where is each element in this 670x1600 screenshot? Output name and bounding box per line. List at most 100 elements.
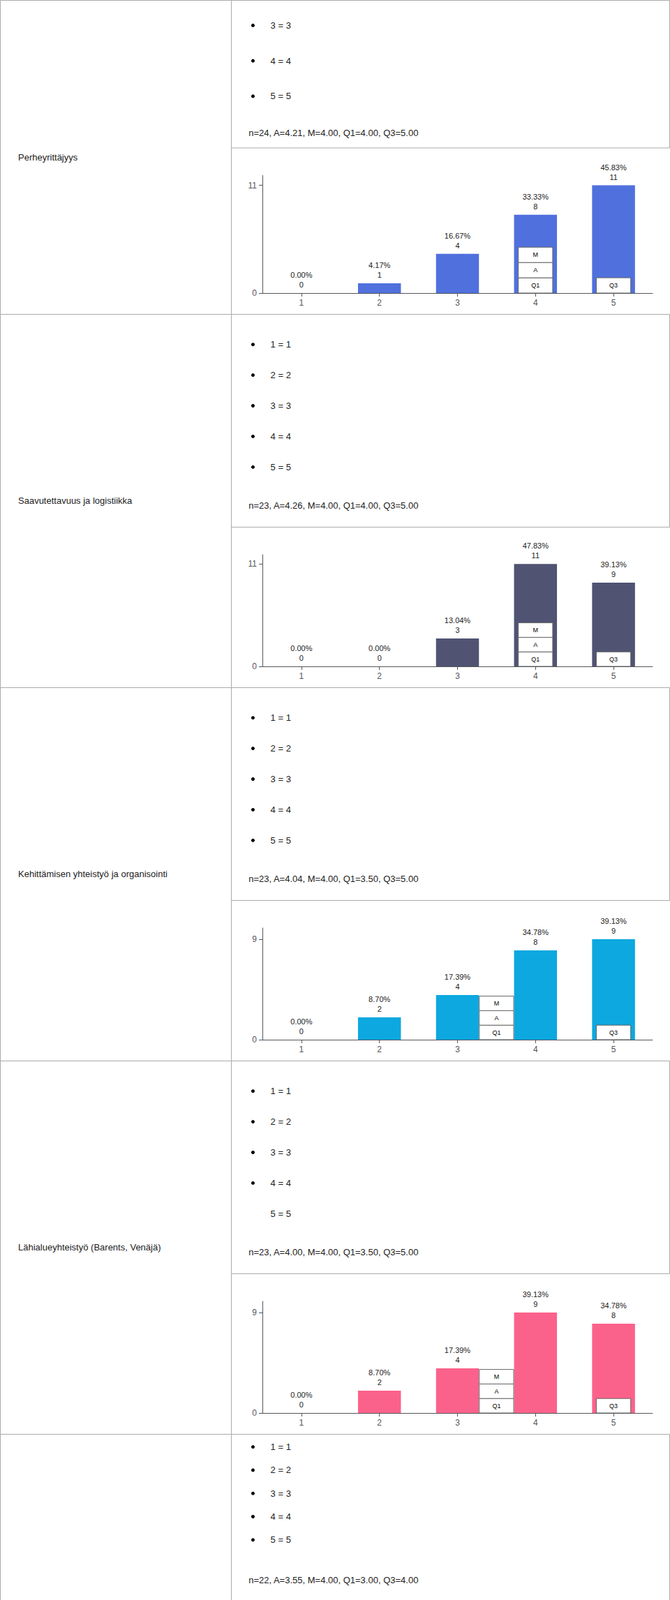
svg-text:3: 3 bbox=[455, 671, 460, 682]
svg-text:9: 9 bbox=[611, 926, 616, 936]
svg-text:13.04%: 13.04% bbox=[444, 616, 472, 625]
svg-text:3: 3 bbox=[455, 1044, 460, 1055]
svg-text:0: 0 bbox=[299, 280, 304, 289]
svg-text:0: 0 bbox=[299, 1400, 304, 1410]
svg-text:n=23, A=4.04, M=4.00, Q1=3.50,: n=23, A=4.04, M=4.00, Q1=3.50, Q3=5.00 bbox=[248, 873, 419, 885]
svg-text:0.00%: 0.00% bbox=[290, 1017, 312, 1026]
svg-text:A: A bbox=[494, 1388, 499, 1396]
svg-text:9: 9 bbox=[611, 570, 616, 579]
svg-text:5 = 5: 5 = 5 bbox=[270, 1208, 292, 1220]
svg-text:4 = 4: 4 = 4 bbox=[270, 1178, 292, 1189]
svg-text:M: M bbox=[533, 626, 539, 634]
svg-text:3 = 3: 3 = 3 bbox=[270, 400, 292, 412]
svg-text:33.33%: 33.33% bbox=[522, 192, 550, 201]
svg-text:1: 1 bbox=[299, 298, 305, 308]
svg-text:3 = 3: 3 = 3 bbox=[270, 20, 292, 31]
svg-text:9: 9 bbox=[533, 1300, 538, 1309]
svg-text:39.13%: 39.13% bbox=[600, 560, 627, 569]
svg-text:39.13%: 39.13% bbox=[522, 1290, 550, 1299]
svg-text:2: 2 bbox=[376, 1418, 382, 1428]
svg-text:11: 11 bbox=[248, 180, 258, 191]
svg-text:4: 4 bbox=[533, 1044, 539, 1055]
svg-text:Q3: Q3 bbox=[609, 1402, 618, 1410]
svg-text:0: 0 bbox=[251, 661, 257, 672]
svg-text:2 = 2: 2 = 2 bbox=[270, 743, 292, 754]
svg-text:Q1: Q1 bbox=[531, 656, 540, 664]
svg-text:5: 5 bbox=[611, 1418, 617, 1428]
svg-text:0: 0 bbox=[251, 288, 257, 299]
svg-text:Q3: Q3 bbox=[609, 656, 618, 664]
svg-text:8: 8 bbox=[611, 1311, 616, 1320]
svg-text:Q1: Q1 bbox=[492, 1402, 501, 1410]
svg-text:A: A bbox=[533, 641, 538, 649]
svg-text:1: 1 bbox=[299, 1044, 305, 1055]
svg-text:3 = 3: 3 = 3 bbox=[270, 773, 292, 785]
svg-text:A: A bbox=[533, 266, 538, 274]
svg-text:0: 0 bbox=[377, 653, 382, 663]
svg-text:2: 2 bbox=[376, 1044, 382, 1055]
svg-text:0.00%: 0.00% bbox=[368, 644, 391, 653]
svg-text:0: 0 bbox=[299, 653, 304, 663]
svg-text:4: 4 bbox=[533, 1418, 539, 1428]
svg-text:11: 11 bbox=[609, 173, 617, 182]
svg-text:3 = 3: 3 = 3 bbox=[270, 1147, 292, 1158]
svg-text:1 = 1: 1 = 1 bbox=[270, 1441, 292, 1453]
svg-text:8: 8 bbox=[533, 938, 538, 947]
svg-text:4 = 4: 4 = 4 bbox=[270, 431, 292, 442]
svg-text:8: 8 bbox=[533, 202, 538, 211]
svg-text:4: 4 bbox=[455, 1356, 460, 1365]
svg-text:0.00%: 0.00% bbox=[290, 1390, 312, 1400]
svg-text:3: 3 bbox=[455, 298, 460, 308]
svg-text:2: 2 bbox=[377, 1378, 382, 1387]
svg-text:n=24, A=4.21, M=4.00, Q1=4.00,: n=24, A=4.21, M=4.00, Q1=4.00, Q3=5.00 bbox=[248, 127, 419, 139]
svg-text:Perheyrittäjyys: Perheyrittäjyys bbox=[18, 152, 79, 163]
svg-text:4 = 4: 4 = 4 bbox=[270, 1511, 292, 1523]
svg-text:8.70%: 8.70% bbox=[368, 1368, 391, 1377]
svg-text:0: 0 bbox=[251, 1035, 257, 1045]
svg-text:5 = 5: 5 = 5 bbox=[270, 1534, 292, 1546]
svg-text:0: 0 bbox=[299, 1027, 304, 1036]
svg-text:9: 9 bbox=[251, 934, 257, 945]
svg-text:17.39%: 17.39% bbox=[444, 972, 472, 982]
svg-text:9: 9 bbox=[251, 1307, 257, 1318]
svg-text:2: 2 bbox=[376, 671, 382, 682]
svg-text:A: A bbox=[494, 1014, 499, 1022]
svg-text:4.17%: 4.17% bbox=[368, 261, 391, 270]
svg-text:1: 1 bbox=[299, 671, 305, 682]
svg-text:0: 0 bbox=[251, 1408, 257, 1419]
svg-text:3: 3 bbox=[455, 1418, 460, 1428]
svg-text:3: 3 bbox=[455, 626, 460, 635]
svg-text:16.67%: 16.67% bbox=[444, 231, 472, 241]
svg-text:5 = 5: 5 = 5 bbox=[270, 90, 292, 102]
svg-text:11: 11 bbox=[531, 551, 540, 560]
svg-text:Kehittämisen yhteistyö ja orga: Kehittämisen yhteistyö ja organisointi bbox=[18, 868, 168, 880]
svg-text:0.00%: 0.00% bbox=[290, 270, 312, 280]
svg-text:Q3: Q3 bbox=[609, 1029, 618, 1037]
svg-text:11: 11 bbox=[248, 559, 258, 569]
svg-text:1 = 1: 1 = 1 bbox=[270, 339, 292, 350]
svg-text:M: M bbox=[494, 1373, 500, 1381]
svg-text:8.70%: 8.70% bbox=[368, 995, 391, 1004]
svg-text:n=23, A=4.00, M=4.00, Q1=3.50,: n=23, A=4.00, M=4.00, Q1=3.50, Q3=5.00 bbox=[248, 1247, 419, 1258]
svg-text:1 = 1: 1 = 1 bbox=[270, 712, 292, 724]
svg-text:Q3: Q3 bbox=[609, 281, 618, 289]
svg-text:Saavutettavuus ja logistiikka: Saavutettavuus ja logistiikka bbox=[18, 495, 133, 506]
svg-text:5: 5 bbox=[611, 671, 617, 682]
svg-text:1: 1 bbox=[299, 1418, 305, 1428]
svg-text:5: 5 bbox=[611, 1044, 617, 1055]
svg-text:M: M bbox=[494, 1000, 500, 1008]
svg-text:34.78%: 34.78% bbox=[522, 928, 550, 937]
svg-text:n=23, A=4.26, M=4.00, Q1=4.00,: n=23, A=4.26, M=4.00, Q1=4.00, Q3=5.00 bbox=[248, 500, 419, 511]
svg-text:2 = 2: 2 = 2 bbox=[270, 1116, 292, 1128]
svg-text:Lähialueyhteistyö (Barents, Ve: Lähialueyhteistyö (Barents, Venäjä) bbox=[18, 1242, 162, 1253]
svg-text:2 = 2: 2 = 2 bbox=[270, 1464, 292, 1476]
svg-text:5: 5 bbox=[611, 298, 617, 308]
svg-text:3 = 3: 3 = 3 bbox=[270, 1488, 292, 1500]
svg-text:4 = 4: 4 = 4 bbox=[270, 804, 292, 816]
svg-text:4: 4 bbox=[455, 241, 460, 250]
svg-text:47.83%: 47.83% bbox=[522, 541, 550, 550]
svg-text:4 = 4: 4 = 4 bbox=[270, 55, 292, 67]
svg-text:M: M bbox=[533, 251, 539, 259]
svg-text:2: 2 bbox=[377, 1005, 382, 1014]
svg-text:4: 4 bbox=[533, 298, 539, 308]
